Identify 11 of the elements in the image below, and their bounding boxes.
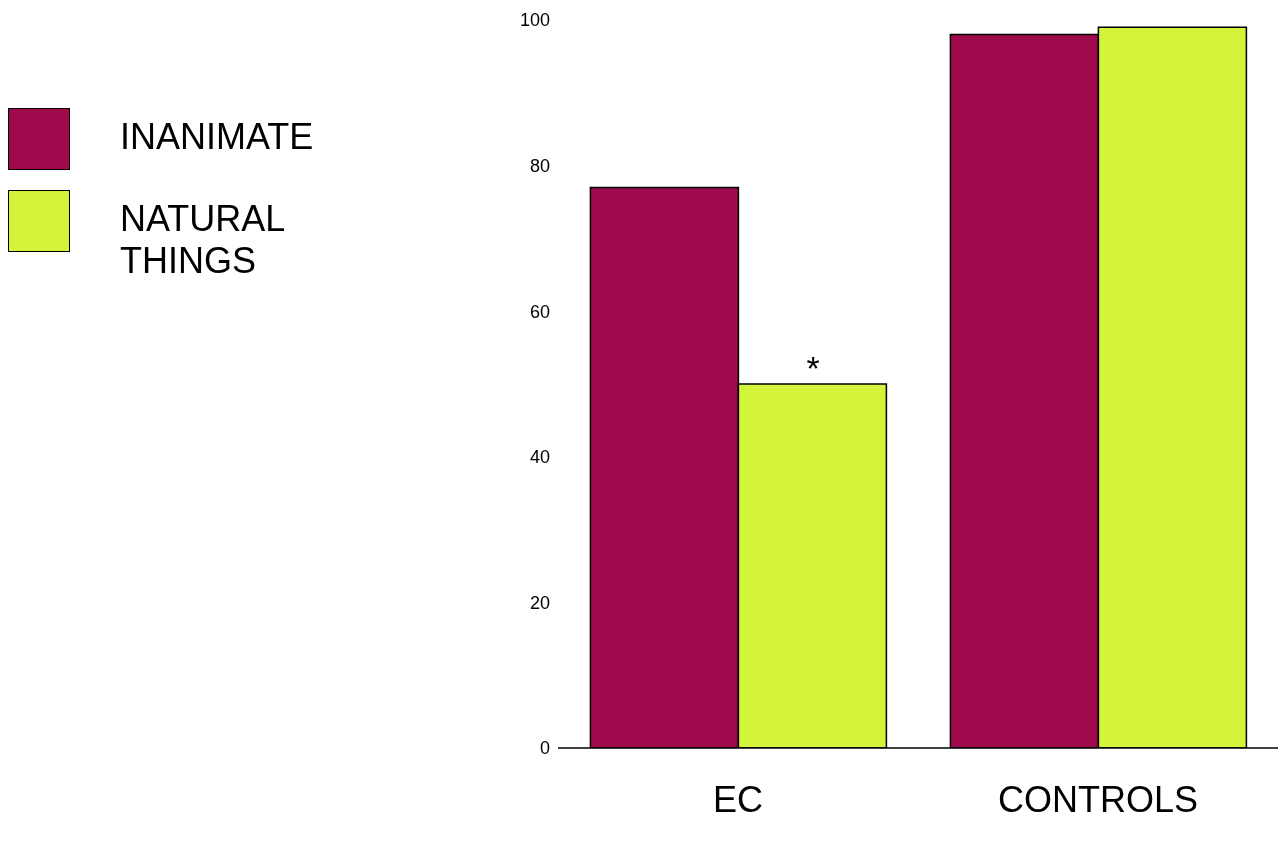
y-tick-label: 60 [529, 301, 550, 322]
y-tick-label: 20 [529, 592, 550, 613]
annotation: * [806, 349, 820, 387]
y-tick-label: 40 [529, 447, 550, 468]
legend-label: INANIMATE [120, 115, 315, 158]
y-tick-label: 0 [539, 738, 550, 759]
y-tick-label: 80 [529, 155, 550, 176]
x-tick-label: CONTROLS [997, 778, 1199, 820]
legend-label: NATURAL THINGS [120, 197, 286, 282]
x-tick-label: EC [712, 778, 764, 820]
y-tick-label: 100 [519, 10, 550, 31]
